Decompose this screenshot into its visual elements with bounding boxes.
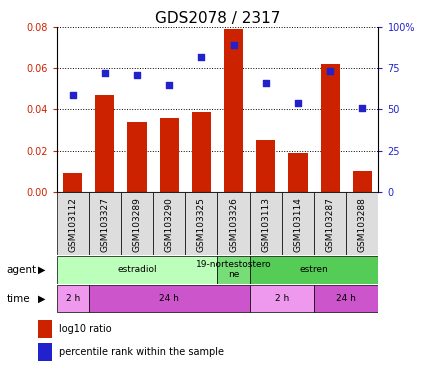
Bar [185, 192, 217, 255]
Text: ▶: ▶ [37, 293, 45, 304]
Bar [313, 285, 378, 313]
Text: time: time [7, 293, 30, 304]
Bar [281, 192, 313, 255]
Bar [249, 256, 378, 284]
Bar [352, 171, 371, 192]
Text: agent: agent [7, 265, 36, 275]
Bar [38, 343, 52, 361]
Text: 2 h: 2 h [274, 294, 288, 303]
Bar [89, 285, 249, 313]
Bar [313, 192, 345, 255]
Text: GSM103326: GSM103326 [229, 197, 237, 252]
Point [358, 105, 365, 111]
Text: percentile rank within the sample: percentile rank within the sample [59, 347, 224, 357]
Text: estren: estren [299, 265, 328, 274]
Bar [249, 192, 281, 255]
Point [165, 82, 172, 88]
Text: ▶: ▶ [37, 265, 45, 275]
Text: estradiol: estradiol [117, 265, 157, 274]
Text: GSM103288: GSM103288 [357, 197, 366, 252]
Point [294, 100, 301, 106]
Bar [63, 174, 82, 192]
Point [262, 80, 269, 86]
Text: 19-nortestostero
ne: 19-nortestostero ne [195, 260, 271, 280]
Text: GSM103287: GSM103287 [325, 197, 334, 252]
Text: GSM103114: GSM103114 [293, 197, 302, 252]
Bar [56, 285, 89, 313]
Point [101, 70, 108, 76]
Bar [56, 256, 217, 284]
Point [197, 53, 204, 60]
Bar [159, 118, 178, 192]
Text: log10 ratio: log10 ratio [59, 324, 111, 334]
Title: GDS2078 / 2317: GDS2078 / 2317 [155, 11, 279, 26]
Text: GSM103289: GSM103289 [132, 197, 141, 252]
Bar [217, 256, 249, 284]
Point [69, 91, 76, 98]
Text: 24 h: 24 h [159, 294, 179, 303]
Point [133, 72, 140, 78]
Bar [38, 320, 52, 338]
Text: GSM103325: GSM103325 [197, 197, 205, 252]
Bar [224, 29, 243, 192]
Point [326, 68, 333, 74]
Bar [320, 64, 339, 192]
Bar [249, 285, 313, 313]
Text: GSM103327: GSM103327 [100, 197, 109, 252]
Bar [127, 122, 146, 192]
Bar [256, 141, 275, 192]
Bar [56, 192, 89, 255]
Bar [191, 111, 210, 192]
Point [230, 42, 237, 48]
Text: GSM103113: GSM103113 [261, 197, 270, 252]
Bar [89, 192, 121, 255]
Bar [95, 95, 114, 192]
Text: GSM103112: GSM103112 [68, 197, 77, 252]
Text: GSM103290: GSM103290 [164, 197, 173, 252]
Text: 24 h: 24 h [335, 294, 355, 303]
Bar [217, 192, 249, 255]
Text: 2 h: 2 h [66, 294, 79, 303]
Bar [153, 192, 185, 255]
Bar [345, 192, 378, 255]
Bar [121, 192, 153, 255]
Bar [288, 153, 307, 192]
